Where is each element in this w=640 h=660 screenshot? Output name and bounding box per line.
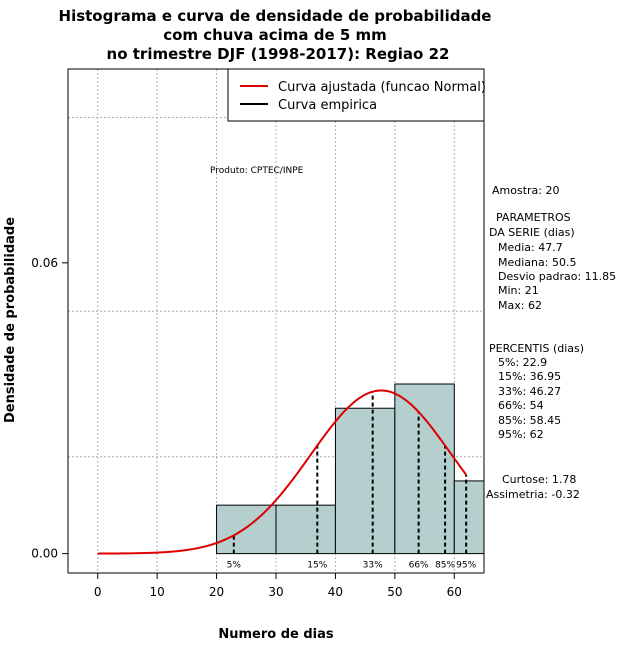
x-tick-label: 0 <box>94 585 102 599</box>
percentile-label: 15% <box>307 561 327 571</box>
x-tick-label: 60 <box>447 585 462 599</box>
y-axis-label: Densidade de probabilidade <box>3 217 18 423</box>
stat-p85: 85%: 58.45 <box>498 414 561 427</box>
legend-box <box>227 68 485 122</box>
legend-label-fitted: Curva ajustada (funcao Normal) <box>278 80 486 95</box>
x-tick-label: 10 <box>150 585 165 599</box>
stat-max: Max: 62 <box>498 299 542 312</box>
stat-mediana: Mediana: 50.5 <box>498 256 576 269</box>
x-tick-label: 30 <box>268 585 283 599</box>
stat-curtose: Curtose: 1.78 <box>502 473 576 486</box>
chart-title-line-2: com chuva acima de 5 mm <box>163 26 387 44</box>
chart-title-line-1: Histograma e curva de densidade de proba… <box>59 7 492 25</box>
stats-panel: Amostra: 20 PARAMETROS DA SERIE (dias) M… <box>486 184 616 501</box>
stat-params-title-2: DA SERIE (dias) <box>489 226 575 239</box>
stat-desvio: Desvio padrao: 11.85 <box>498 270 616 283</box>
x-tick-label: 50 <box>387 585 402 599</box>
legend-label-empirical: Curva empirica <box>278 98 377 113</box>
percentile-label: 66% <box>409 561 429 571</box>
normal-density-curve <box>97 389 467 555</box>
stat-assimetria: Assimetria: -0.32 <box>486 488 580 501</box>
stat-p5: 5%: 22.9 <box>498 356 547 369</box>
stat-percentis-title: PERCENTIS (dias) <box>489 342 584 355</box>
x-tick-label: 20 <box>209 585 224 599</box>
percentile-label: 33% <box>363 561 383 571</box>
percentile-label: 95% <box>456 561 476 571</box>
percentile-label: 5% <box>227 561 242 571</box>
histogram-bar <box>453 480 485 555</box>
axes-layer: 0 10 20 30 40 50 60 0.00 0.06 <box>31 68 485 599</box>
chart-title-line-3: no trimestre DJF (1998-2017): Regiao 22 <box>107 45 450 63</box>
stat-p15: 15%: 36.95 <box>498 370 561 383</box>
legend: Curva ajustada (funcao Normal) Curva emp… <box>227 68 486 122</box>
x-axis-label: Numero de dias <box>218 627 334 642</box>
percentile-lines-layer: 5% 15% 33% 66% 85% 95% <box>227 391 477 571</box>
y-tick-label: 0.00 <box>31 547 58 561</box>
product-annotation: Produto: CPTEC/INPE <box>210 166 304 176</box>
y-tick-label: 0.06 <box>31 256 58 270</box>
bars-layer <box>216 383 485 555</box>
stat-sample: Amostra: 20 <box>492 184 559 197</box>
histogram-bar <box>216 504 277 555</box>
stat-p66: 66%: 54 <box>498 399 544 412</box>
stat-p95: 95%: 62 <box>498 428 544 441</box>
percentile-label: 85% <box>435 561 455 571</box>
x-tick-label: 40 <box>328 585 343 599</box>
curve-layer <box>97 389 467 555</box>
stat-params-title-1: PARAMETROS <box>496 211 571 224</box>
stat-p33: 33%: 46.27 <box>498 385 561 398</box>
histogram-bar <box>275 504 336 555</box>
stat-media: Media: 47.7 <box>498 241 563 254</box>
stat-min: Min: 21 <box>498 284 539 297</box>
histogram-bar <box>334 407 396 555</box>
